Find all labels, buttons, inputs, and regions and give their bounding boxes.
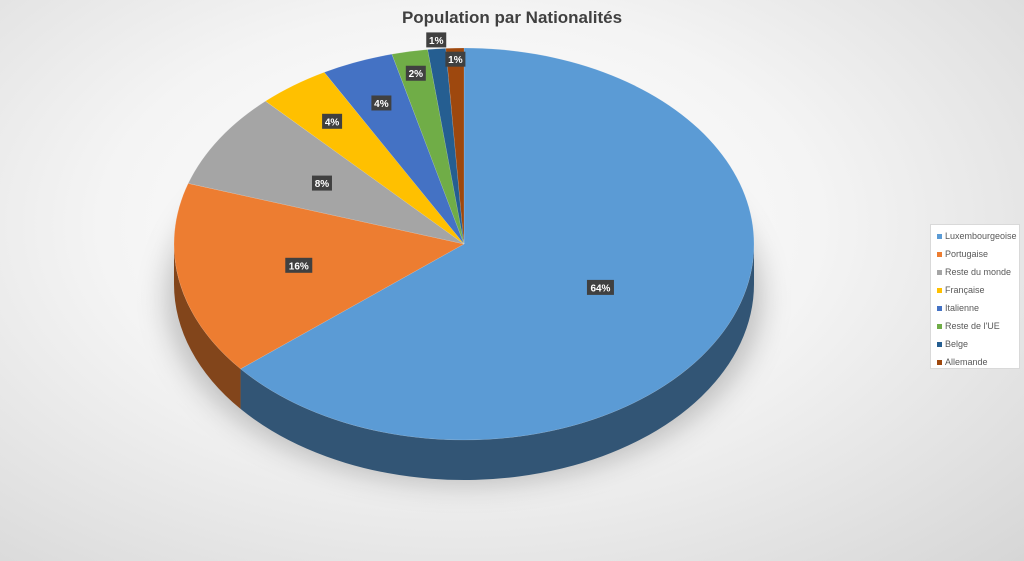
chart-legend: Luxembourgeoise Portugaise Reste du monde F…	[930, 224, 1020, 369]
data-label-text-0: 64%	[590, 283, 610, 294]
chart-title: Population par Nationalités	[401, 8, 623, 27]
data-label-3: 4%	[322, 113, 343, 129]
legend-item-0: Luxembourgeoise	[937, 227, 1019, 245]
legend-swatch-6	[937, 341, 942, 347]
data-label-text-6: 1%	[429, 36, 444, 47]
pie-side-1	[174, 244, 241, 409]
legend-label-3: Française	[945, 285, 985, 295]
data-label-6: 1%	[426, 32, 447, 48]
legend-swatch-2	[937, 269, 942, 275]
pie-slice-2	[187, 100, 465, 245]
legend-label-1: Portugaise	[945, 249, 989, 259]
legend-swatch-7	[937, 359, 942, 365]
legend-label-4: Italienne	[945, 303, 980, 313]
legend-swatch-1	[937, 251, 942, 257]
legend-swatch-4	[937, 305, 942, 311]
data-label-text-7: 1%	[448, 55, 463, 66]
legend-item-6: Belge	[937, 335, 1019, 353]
legend-label-0: Luxembourgeoise	[945, 231, 1017, 241]
data-label-text-4: 4%	[374, 99, 389, 110]
data-label-0: 64%	[586, 279, 614, 295]
legend-item-2: Reste du monde	[937, 263, 1019, 281]
legend-item-1: Portugaise	[937, 245, 1019, 263]
legend-label-5: Reste de l'UE	[945, 321, 1000, 331]
legend-label-2: Reste du monde	[945, 267, 1012, 277]
legend-swatch-5	[937, 323, 942, 329]
legend-item-5: Reste de l'UE	[937, 317, 1019, 335]
data-label-text-1: 16%	[289, 261, 309, 272]
pie-side-0	[240, 244, 755, 480]
pie-slice-0	[240, 47, 755, 441]
legend-item-7: Allemande	[937, 353, 1019, 371]
pie-slice-1	[173, 183, 465, 370]
pie-slice-7	[445, 47, 465, 245]
legend-label-6: Belge	[945, 339, 969, 349]
legend-item-4: Italienne	[937, 299, 1019, 317]
pie-slice-4	[323, 53, 465, 245]
data-label-7: 1%	[445, 51, 466, 67]
data-label-text-5: 2%	[409, 69, 424, 80]
legend-swatch-3	[937, 287, 942, 293]
data-label-2: 8%	[311, 175, 332, 191]
data-label-text-3: 4%	[325, 117, 340, 128]
pie-slice-3	[265, 71, 465, 245]
pie-slice-6	[427, 48, 465, 245]
data-label-1: 16%	[285, 257, 313, 273]
data-label-4: 4%	[371, 95, 392, 111]
pie-slice-5	[391, 49, 465, 245]
legend-label-7: Allemande	[945, 357, 988, 367]
data-label-5: 2%	[405, 65, 426, 81]
data-label-text-2: 8%	[315, 179, 330, 190]
legend-swatch-0	[937, 233, 942, 239]
legend-item-3: Française	[937, 281, 1019, 299]
